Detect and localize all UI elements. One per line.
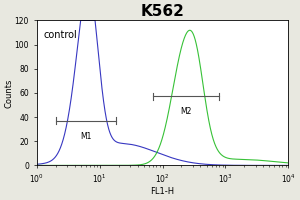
Text: M2: M2 — [180, 107, 192, 116]
Text: control: control — [44, 30, 78, 40]
X-axis label: FL1-H: FL1-H — [151, 187, 175, 196]
Title: K562: K562 — [141, 4, 184, 19]
Y-axis label: Counts: Counts — [4, 78, 13, 108]
Text: M1: M1 — [80, 132, 91, 141]
